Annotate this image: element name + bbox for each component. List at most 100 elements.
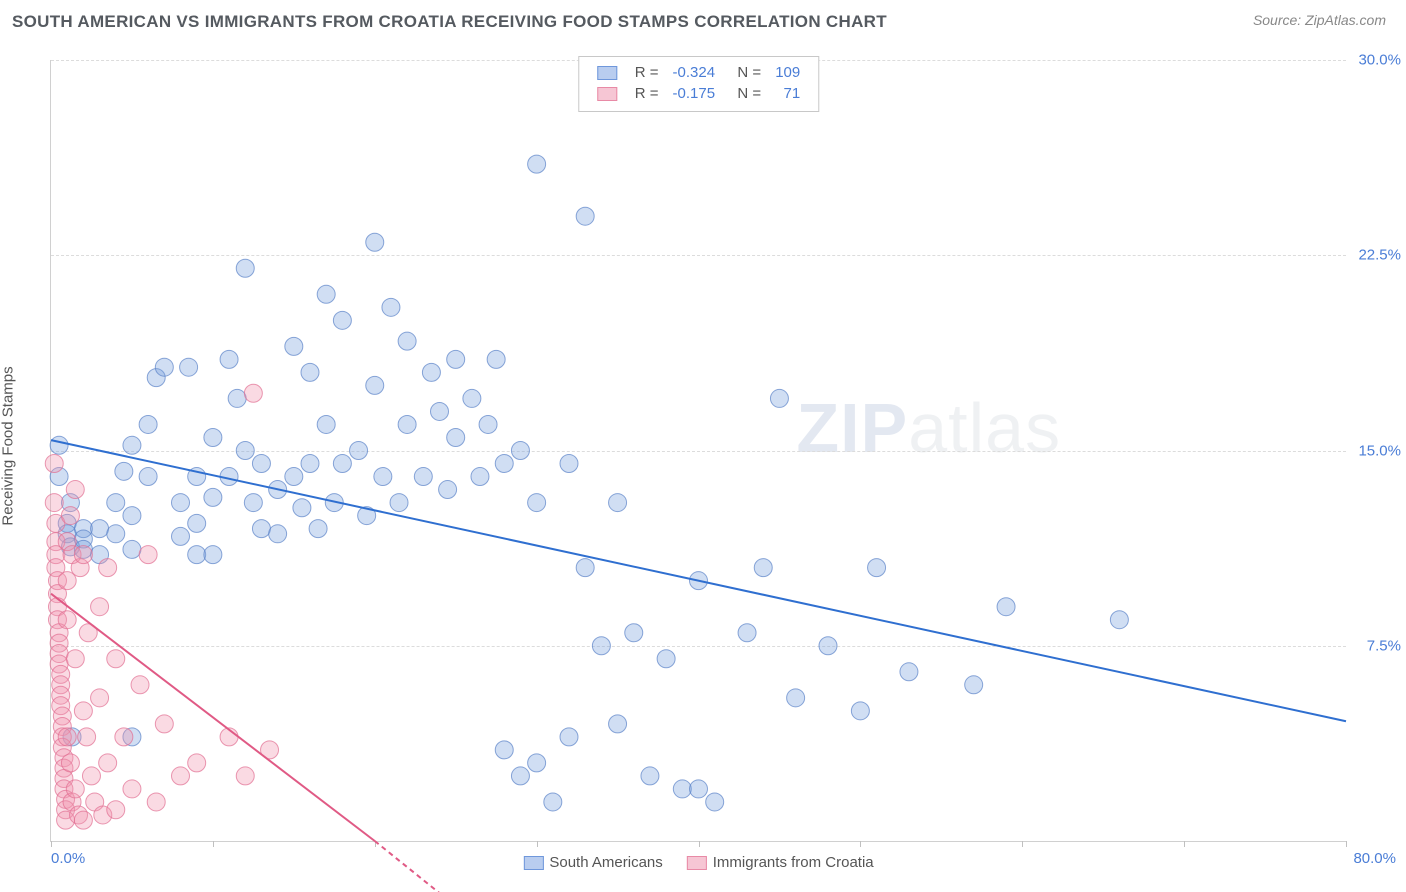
data-point [398,332,416,350]
legend-swatch [687,856,707,870]
x-max-label: 80.0% [1353,850,1396,867]
data-point [495,455,513,473]
data-point [61,507,79,525]
data-point [58,611,76,629]
chart-plot-area: ZIPatlas 7.5%15.0%22.5%30.0% 0.0% 80.0% … [50,60,1346,842]
data-point [236,442,254,460]
data-point [45,455,63,473]
data-point [576,559,594,577]
data-point [107,650,125,668]
data-point [471,468,489,486]
data-point [317,415,335,433]
data-point [139,546,157,564]
stat-n-value: 109 [769,63,806,82]
data-point [188,546,206,564]
data-point [61,754,79,772]
legend-swatch [597,66,617,80]
data-point [900,663,918,681]
data-point [382,298,400,316]
x-tick [1184,841,1185,847]
x-tick [1346,841,1347,847]
data-point [511,442,529,460]
data-point [479,415,497,433]
data-point [309,520,327,538]
data-point [770,389,788,407]
y-tick-label: 22.5% [1358,247,1401,264]
data-point [204,488,222,506]
data-point [123,540,141,558]
data-point [99,754,117,772]
data-point [317,285,335,303]
data-point [431,402,449,420]
data-point [414,468,432,486]
source-name: ZipAtlas.com [1305,12,1386,28]
trend-line [51,440,1346,721]
data-point [560,455,578,473]
stat-n-label: N = [723,63,767,82]
data-point [91,689,109,707]
legend-label: Immigrants from Croatia [713,854,874,871]
data-point [147,793,165,811]
stats-row: R =-0.324 N =109 [591,63,806,82]
chart-title: SOUTH AMERICAN VS IMMIGRANTS FROM CROATI… [12,12,887,32]
x-tick [860,841,861,847]
data-point [91,520,109,538]
data-point [131,676,149,694]
data-point [609,715,627,733]
data-point [997,598,1015,616]
data-point [172,527,190,545]
legend-swatch [523,856,543,870]
legend-item: Immigrants from Croatia [687,854,874,871]
data-point [66,780,84,798]
data-point [738,624,756,642]
x-tick [537,841,538,847]
data-point [188,514,206,532]
data-point [78,728,96,746]
source-prefix: Source: [1253,12,1305,28]
data-point [528,155,546,173]
x-tick [213,841,214,847]
data-point [495,741,513,759]
data-point [204,428,222,446]
data-point [99,559,117,577]
data-point [244,494,262,512]
data-point [754,559,772,577]
y-axis-label: Receiving Food Stamps [0,366,17,525]
data-point [528,494,546,512]
data-point [398,415,416,433]
y-tick-label: 7.5% [1367,637,1401,654]
x-min-label: 0.0% [51,850,85,867]
data-point [657,650,675,668]
data-point [690,780,708,798]
data-point [172,494,190,512]
stat-r-label: R = [629,63,665,82]
data-point [172,767,190,785]
legend: South Americans Immigrants from Croatia [523,854,873,871]
data-point [868,559,886,577]
data-point [366,376,384,394]
data-point [123,780,141,798]
data-point [220,350,238,368]
data-point [244,384,262,402]
stats-table: R =-0.324 N =109 R =-0.175 N =71 [589,61,808,105]
stats-row: R =-0.175 N =71 [591,84,806,103]
data-point [447,428,465,446]
data-point [236,259,254,277]
data-point [544,793,562,811]
data-point [123,507,141,525]
stat-r-value: -0.324 [667,63,722,82]
legend-label: South Americans [549,854,662,871]
data-point [123,436,141,454]
data-point [115,462,133,480]
data-point [350,442,368,460]
data-point [787,689,805,707]
data-point [91,598,109,616]
data-point [301,363,319,381]
data-point [625,624,643,642]
data-point [609,494,627,512]
data-point [139,468,157,486]
trend-line-dash [375,841,440,892]
data-point [50,436,68,454]
stat-n-label: N = [723,84,767,103]
data-point [107,494,125,512]
